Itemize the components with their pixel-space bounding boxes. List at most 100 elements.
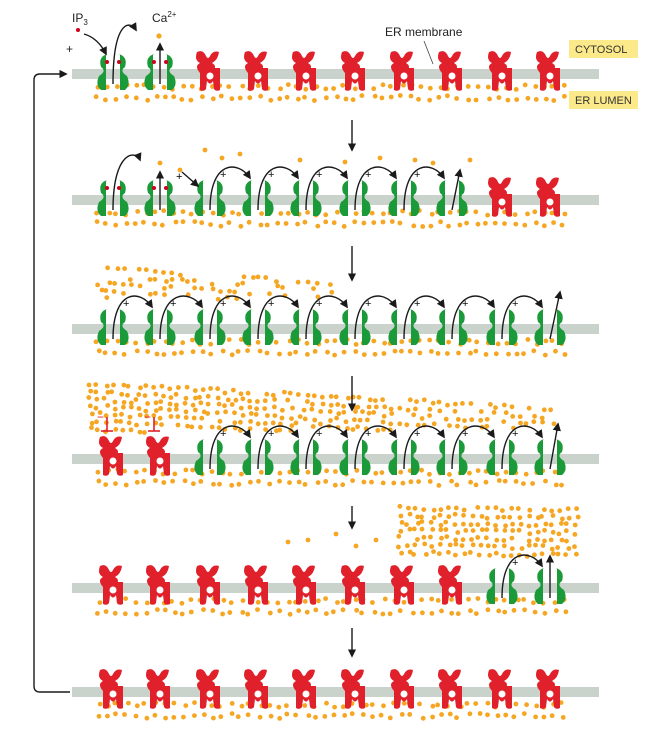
cytosol-calcium-ion [216, 401, 222, 407]
closed-channel [438, 669, 462, 709]
cytosol-calcium-ion [119, 411, 124, 417]
lumen-calcium-ion [180, 209, 186, 215]
cytosol-calcium-ion [485, 543, 491, 549]
lumen-calcium-ion [277, 351, 282, 357]
channel-pore [351, 72, 359, 80]
channel-pore [156, 586, 164, 594]
closed-channel [390, 565, 414, 605]
lumen-calcium-ion [134, 611, 139, 617]
channel-subunit [361, 180, 371, 216]
cytosol-calcium-ion [311, 286, 316, 291]
lumen-calcium-ion [113, 211, 118, 217]
lumen-calcium-ion [124, 221, 130, 226]
cytosol-calcium-ion [161, 270, 166, 275]
lumen-calcium-ion [485, 212, 490, 218]
cytosol-calcium-ion [255, 421, 261, 427]
activation-arrow [354, 166, 397, 211]
lumen-calcium-ion [94, 219, 100, 225]
cytosol-calcium-ion [157, 160, 163, 166]
cytosol-calcium-ion [539, 551, 545, 557]
channel-subunit [436, 180, 446, 216]
lumen-calcium-ion [182, 478, 188, 484]
lumen-calcium-ion [397, 93, 403, 98]
cytosol-calcium-ion [365, 417, 370, 423]
lumen-calcium-ion [427, 97, 433, 103]
cytosol-calcium-ion [103, 288, 109, 293]
cytosol-calcium-ion [518, 420, 523, 426]
open-channel [388, 439, 420, 475]
cytosol-calcium-ion [183, 415, 189, 420]
lumen-calcium-ion [501, 597, 507, 603]
lumen-calcium-ion [359, 610, 364, 616]
lumen-calcium-ion [264, 350, 270, 356]
lumen-calcium-ion [172, 351, 177, 356]
lumen-calcium-ion [312, 98, 317, 103]
cytosol-calcium-ion [183, 409, 189, 415]
lumen-calcium-ion [454, 482, 460, 488]
cytosol-calcium-ion [407, 549, 413, 555]
lumen-calcium-ion [133, 340, 139, 346]
cytosol-calcium-ion [419, 526, 425, 532]
cytosol-calcium-ion [461, 507, 467, 513]
activation-arrow [403, 295, 445, 340]
cytosol-calcium-ion [487, 552, 493, 558]
channel-pore [109, 690, 117, 698]
lumen-calcium-ion [316, 598, 321, 604]
plus-sign: + [268, 428, 274, 440]
lumen-calcium-ion [188, 97, 194, 103]
lumen-calcium-ion [210, 210, 216, 216]
cytosol-calcium-ion [479, 514, 485, 519]
lumen-calcium-ion [559, 482, 564, 488]
lumen-calcium-ion [306, 713, 312, 718]
cytosol-calcium-ion [461, 512, 466, 518]
lumen-calcium-ion [473, 209, 479, 215]
cytosol-calcium-ion [174, 402, 179, 408]
cytosol-calcium-ion [488, 402, 493, 407]
lumen-calcium-ion [361, 352, 367, 357]
activation-arrow [305, 295, 348, 340]
lumen-calcium-ion [542, 352, 548, 358]
lumen-calcium-ion [217, 481, 222, 487]
closed-channel [390, 51, 414, 91]
lumen-calcium-ion [102, 221, 108, 226]
er-lumen-tag: ER LUMEN [575, 95, 632, 107]
cytosol-calcium-ion [175, 414, 181, 419]
plus-sign: + [220, 428, 226, 440]
channel-subunit [508, 568, 518, 604]
channel-subunit [290, 309, 300, 345]
closed-channel [244, 565, 268, 605]
lumen-calcium-ion [305, 210, 310, 215]
cytosol-calcium-ion [153, 290, 158, 296]
lumen-calcium-ion [427, 471, 432, 477]
lumen-calcium-ion [496, 95, 502, 100]
open-channel [339, 309, 371, 345]
cytosol-calcium-ion [169, 277, 175, 282]
lumen-calcium-ion [513, 701, 519, 707]
channel-subunit [119, 309, 129, 345]
lumen-calcium-ion [369, 702, 375, 707]
cytosol-calcium-ion [357, 417, 363, 423]
lumen-calcium-ion [361, 220, 367, 226]
lumen-calcium-ion [466, 596, 471, 602]
er-lumen-tag-bg [569, 91, 638, 109]
channel-subunit [242, 180, 252, 216]
lumen-calcium-ion [210, 96, 216, 102]
lumen-calcium-ion [439, 608, 444, 614]
lumen-calcium-ion [324, 700, 329, 706]
cytosol-calcium-ion [125, 383, 131, 389]
cytosol-calcium-ion [128, 400, 134, 406]
cytosol-calcium-ion [112, 399, 118, 405]
lumen-calcium-ion [134, 348, 140, 354]
lumen-calcium-ion [435, 702, 440, 708]
cytosol-calcium-ion [199, 286, 205, 291]
lumen-calcium-ion [304, 340, 310, 346]
cytosol-calcium-ion [159, 422, 164, 427]
cytosol-calcium-ion [328, 418, 333, 423]
cytosol-calcium-ion [333, 394, 339, 400]
open-channel [486, 309, 518, 345]
cytosol-calcium-ion [320, 401, 326, 407]
lumen-calcium-ion [483, 220, 488, 226]
cytosol-calcium-ion [485, 505, 490, 511]
lumen-calcium-ion [349, 711, 355, 717]
cytosol-calcium-ion [555, 545, 560, 550]
